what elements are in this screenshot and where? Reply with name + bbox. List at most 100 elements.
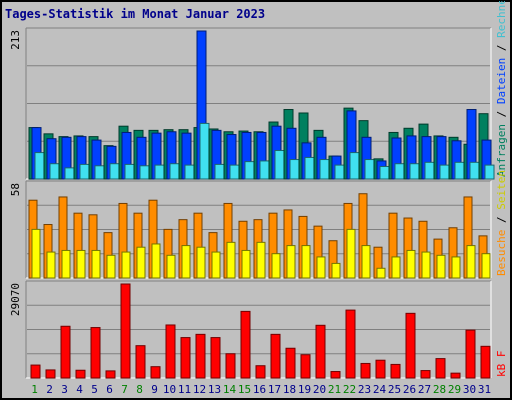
bar-bottom-0-day-26	[405, 312, 416, 379]
bar-middle-1-day-22	[346, 228, 356, 279]
bar-middle-1-day-31	[481, 253, 491, 279]
x-tick-label: 29	[448, 383, 461, 396]
bar-top-2-day-17	[274, 150, 285, 180]
bar-bottom-0-day-30	[465, 329, 476, 379]
bar-bottom-0-day-8	[135, 345, 146, 379]
bar-middle-1-day-20	[316, 256, 326, 279]
x-tick-label: 23	[358, 383, 371, 396]
bar-middle-1-day-25	[391, 256, 401, 279]
bar-middle-1-day-1	[31, 228, 41, 279]
bar-top-2-day-23	[364, 159, 375, 180]
bar-top-2-day-27	[424, 161, 435, 180]
bar-top-2-day-1	[34, 152, 45, 180]
x-tick-label: 11	[178, 383, 191, 396]
bar-top-2-day-9	[154, 164, 165, 180]
bar-bottom-0-day-27	[420, 370, 431, 379]
bar-bottom-0-day-24	[375, 359, 386, 379]
x-tick-label: 20	[313, 383, 326, 396]
bar-top-2-day-28	[439, 164, 450, 180]
right-legend-middle: Besuche / Seiten	[495, 170, 508, 276]
bar-middle-1-day-23	[361, 245, 371, 279]
x-tick-label: 27	[418, 383, 431, 396]
x-tick-label: 14	[223, 383, 237, 396]
bar-bottom-0-day-16	[255, 365, 266, 379]
x-tick-label: 21	[328, 383, 341, 396]
bar-top-2-day-30	[469, 161, 480, 180]
bar-bottom-0-day-5	[90, 327, 101, 379]
bar-middle-1-day-3	[61, 249, 71, 279]
bar-middle-1-day-27	[421, 251, 431, 279]
bar-bottom-0-day-7	[120, 283, 131, 379]
bar-top-2-day-10	[169, 163, 180, 180]
x-tick-label: 24	[373, 383, 387, 396]
right-legend-top-part: Anfragen	[495, 124, 508, 177]
bar-bottom-0-day-21	[330, 371, 341, 379]
y-max-label: 58	[9, 183, 22, 196]
bar-bottom-0-day-1	[30, 364, 41, 379]
bar-bottom-0-day-9	[150, 366, 161, 379]
bar-middle-1-day-9	[151, 243, 161, 279]
bar-top-2-day-29	[454, 161, 465, 180]
bar-middle-1-day-8	[136, 246, 146, 279]
bar-top-2-day-13	[214, 163, 225, 180]
bar-top-2-day-12	[199, 122, 210, 180]
bar-middle-1-day-19	[301, 245, 311, 279]
x-tick-label: 2	[46, 383, 53, 396]
bar-top-2-day-24	[379, 165, 390, 180]
bar-middle-1-day-26	[406, 249, 416, 279]
bar-top-2-day-5	[94, 165, 105, 180]
bar-bottom-0-day-18	[285, 347, 296, 379]
bar-bottom-0-day-19	[300, 354, 311, 379]
bar-top-2-day-14	[229, 164, 240, 180]
x-tick-label: 7	[121, 383, 128, 396]
bar-bottom-0-day-29	[450, 372, 461, 379]
bar-bottom-0-day-20	[315, 324, 326, 379]
bar-middle-1-day-28	[436, 254, 446, 279]
bar-bottom-0-day-12	[195, 333, 206, 379]
bar-top-2-day-4	[79, 163, 90, 180]
bar-top-2-day-26	[409, 163, 420, 180]
x-tick-label: 17	[268, 383, 281, 396]
bar-middle-1-day-4	[76, 249, 86, 279]
bar-middle-1-day-17	[271, 253, 281, 279]
right-legend-bottom-part: kB F	[495, 351, 508, 378]
bar-top-2-day-19	[304, 156, 315, 180]
x-tick-label: 18	[283, 383, 296, 396]
right-legend-top: Anfragen / Dateien / Rechner (IP-Adresse…	[495, 1, 508, 177]
x-tick-label: 5	[91, 383, 98, 396]
bar-middle-1-day-2	[46, 251, 56, 279]
bar-bottom-0-day-10	[165, 324, 176, 379]
x-tick-label: 4	[76, 383, 83, 396]
x-tick-label: 19	[298, 383, 311, 396]
right-legend-middle-part: /	[495, 210, 508, 230]
bar-middle-1-day-12	[196, 246, 206, 279]
x-tick-label: 22	[343, 383, 356, 396]
bar-middle-1-day-16	[256, 241, 266, 279]
x-tick-label: 30	[463, 383, 476, 396]
bar-bottom-0-day-28	[435, 358, 446, 379]
bar-top-2-day-20	[319, 159, 330, 180]
x-tick-label: 16	[253, 383, 266, 396]
bar-top-2-day-31	[484, 164, 495, 180]
right-legend-bottom: kB F	[495, 351, 508, 378]
right-legend-middle-part: Besuche	[495, 230, 508, 276]
bar-top-2-day-18	[289, 159, 300, 180]
y-max-label: 213	[9, 30, 22, 50]
x-tick-label: 8	[136, 383, 143, 396]
bar-bottom-0-day-23	[360, 362, 371, 379]
bar-bottom-0-day-4	[75, 369, 86, 379]
x-tick-label: 15	[238, 383, 251, 396]
bar-middle-1-day-30	[466, 245, 476, 279]
chart-title: Tages-Statistik im Monat Januar 2023	[5, 7, 266, 21]
x-tick-label: 13	[208, 383, 221, 396]
right-legend-top-part: /	[495, 104, 508, 124]
bar-middle-1-day-15	[241, 249, 251, 279]
right-legend-top-part: Dateien	[495, 58, 508, 104]
bar-bottom-0-day-6	[105, 370, 116, 379]
x-tick-label: 10	[163, 383, 176, 396]
x-tick-label: 26	[403, 383, 416, 396]
bar-bottom-0-day-25	[390, 363, 401, 379]
bar-middle-1-day-21	[331, 262, 341, 279]
